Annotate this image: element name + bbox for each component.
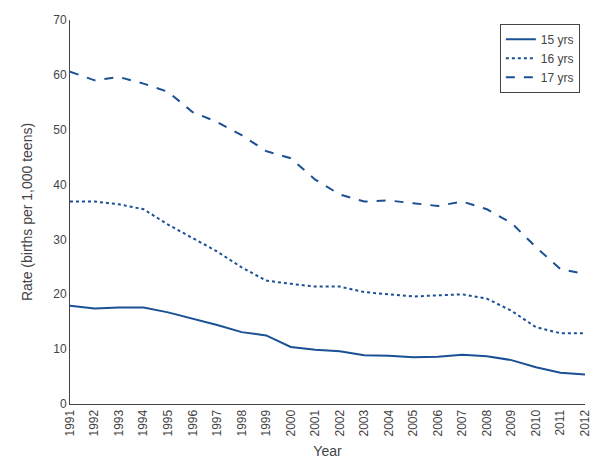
svg-text:10: 10	[53, 342, 67, 356]
svg-text:2007: 2007	[455, 409, 469, 436]
svg-text:1991: 1991	[63, 409, 77, 436]
svg-text:40: 40	[53, 178, 67, 192]
svg-text:1995: 1995	[161, 409, 175, 436]
svg-text:2004: 2004	[382, 409, 396, 436]
svg-text:1997: 1997	[210, 409, 224, 436]
svg-text:2003: 2003	[357, 409, 371, 436]
svg-text:60: 60	[53, 68, 67, 82]
svg-text:2000: 2000	[284, 409, 298, 436]
svg-text:2010: 2010	[529, 409, 543, 436]
svg-text:Year: Year	[313, 443, 342, 459]
svg-text:2006: 2006	[431, 409, 445, 436]
svg-text:15 yrs: 15 yrs	[541, 33, 574, 47]
svg-text:2012: 2012	[578, 409, 592, 436]
svg-text:20: 20	[53, 287, 67, 301]
svg-text:2001: 2001	[308, 409, 322, 436]
svg-text:1998: 1998	[235, 409, 249, 436]
svg-text:1999: 1999	[259, 409, 273, 436]
svg-text:1993: 1993	[112, 409, 126, 436]
svg-text:0: 0	[60, 397, 67, 411]
svg-text:1992: 1992	[87, 409, 101, 436]
svg-text:2011: 2011	[553, 409, 567, 435]
svg-text:70: 70	[53, 13, 67, 27]
svg-text:1996: 1996	[186, 409, 200, 436]
svg-text:Rate (births per 1,000 teens): Rate (births per 1,000 teens)	[19, 123, 35, 301]
svg-text:2009: 2009	[504, 409, 518, 436]
svg-text:2008: 2008	[480, 409, 494, 436]
svg-text:1994: 1994	[136, 409, 150, 436]
svg-text:30: 30	[53, 233, 67, 247]
svg-text:2002: 2002	[333, 409, 347, 436]
svg-text:50: 50	[53, 123, 67, 137]
svg-text:16 yrs: 16 yrs	[541, 52, 574, 66]
svg-text:2005: 2005	[406, 409, 420, 436]
svg-text:17 yrs: 17 yrs	[541, 71, 574, 85]
